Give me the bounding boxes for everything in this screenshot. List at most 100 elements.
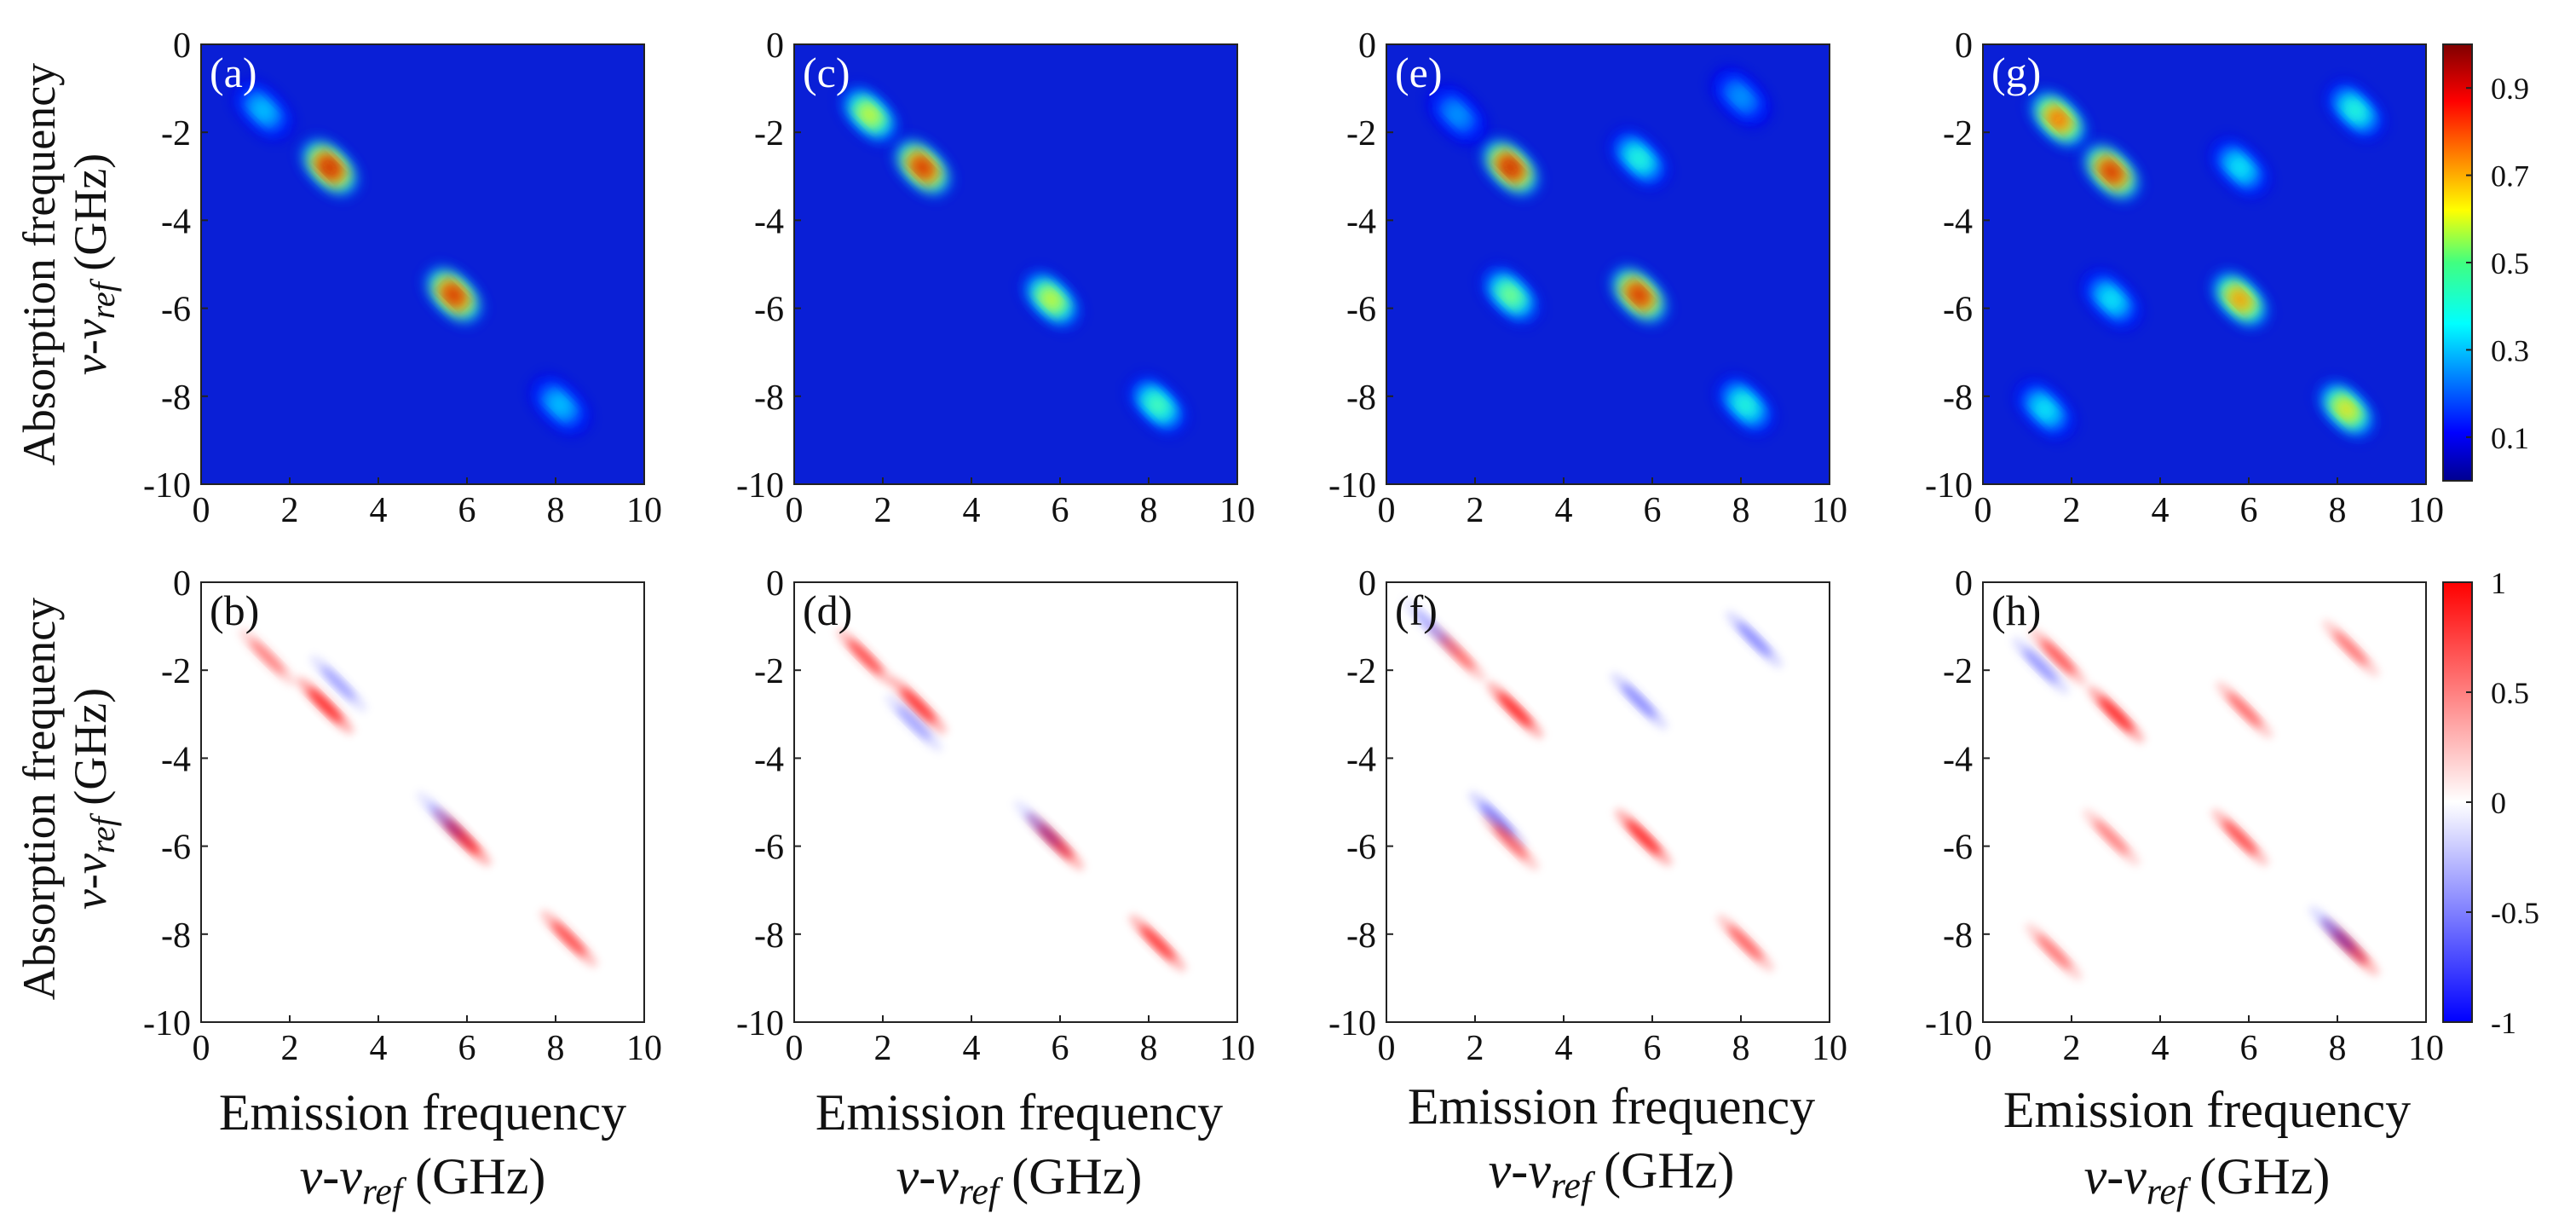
heatmap-peak	[2085, 273, 2138, 326]
heatmap-peak	[2026, 923, 2083, 980]
y-axis-title-top-line2: v-vref (GHz)	[65, 153, 122, 375]
heatmap-peak	[2214, 273, 2266, 326]
y-tick-label: -4	[1346, 740, 1376, 779]
heatmap-peak	[1719, 378, 1772, 431]
x-tick-label: 4	[1555, 491, 1573, 530]
heatmap-peak	[1611, 673, 1668, 730]
x-tick-label: 8	[547, 491, 565, 530]
y-tick-label: -8	[1943, 916, 1973, 956]
y-tick-label: -8	[161, 378, 191, 418]
plot-frame	[1386, 581, 1830, 1023]
x-tick-label: 6	[1644, 491, 1662, 530]
y-tick-label: -8	[754, 378, 784, 418]
x-axis-title-col4-line1: Emission frequency	[2003, 1082, 2411, 1138]
y-tick-label: 0	[1955, 26, 1973, 66]
x-tick-label: 10	[626, 491, 662, 530]
x-tick-label: 8	[1140, 1029, 1158, 1068]
panel-d: 0 2 4 6 8 10 0 -2 -4 -6 -8 -10 (d)	[736, 564, 1255, 1068]
colorbar-tick-label: 0	[2491, 786, 2506, 820]
colorbar-tick-label: -1	[2491, 1006, 2516, 1040]
colorbar-tick-label: -0.5	[2491, 896, 2539, 930]
colorbar-bwr: 1 0.5 0 -0.5 -1	[2442, 566, 2539, 1040]
y-tick-label: -2	[754, 114, 784, 153]
x-tick-label: 10	[1219, 491, 1255, 530]
x-tick-label: 0	[193, 491, 210, 530]
y-tick-label: -6	[1346, 829, 1376, 868]
heatmap-peak	[1484, 269, 1536, 321]
y-tick-label: 0	[1358, 26, 1376, 66]
x-tick-label: 6	[1052, 1029, 1069, 1068]
heatmap-peak	[303, 142, 356, 194]
y-tick-label: -2	[161, 652, 191, 691]
y-tick-label: -10	[1328, 1004, 1376, 1043]
y-tick-label: -6	[161, 291, 191, 330]
y-tick-label: -10	[143, 466, 191, 506]
heatmap-peak	[890, 677, 947, 734]
heatmap-peak	[2322, 620, 2379, 677]
x-tick-label: 8	[1732, 1029, 1750, 1068]
x-tick-label: 2	[1467, 1029, 1484, 1068]
heatmap-peak	[1402, 598, 1460, 655]
x-tick-label: 0	[786, 491, 804, 530]
colorbar-tick-label: 0.5	[2491, 676, 2529, 710]
heatmap-peak	[1615, 809, 1672, 866]
heatmap-peak	[837, 628, 894, 685]
x-tick-label: 8	[1732, 491, 1750, 530]
y-axis-title-top-line1: Absorption frequency	[14, 63, 65, 465]
x-tick-label: 0	[1378, 491, 1396, 530]
heatmap-peak	[1014, 800, 1071, 858]
y-tick-label: -4	[1943, 202, 1973, 241]
y-tick-label: -8	[161, 916, 191, 956]
x-tick-label: 6	[2240, 491, 2258, 530]
y-tick-label: -6	[1346, 291, 1376, 330]
colorbar-tick-label: 0.9	[2491, 72, 2529, 106]
heatmap-peak	[237, 84, 290, 136]
heatmap-peak	[2216, 681, 2273, 738]
colorbar-tick-label: 0.7	[2491, 159, 2529, 194]
x-axis-title-col1-line1: Emission frequency	[219, 1084, 626, 1141]
y-tick-label: -2	[754, 652, 784, 691]
heatmap-peak	[2012, 637, 2069, 695]
x-tick-label: 0	[1974, 1029, 1992, 1068]
y-tick-label: -6	[161, 829, 191, 868]
plot-frame	[793, 43, 1238, 485]
x-tick-label: 10	[1812, 491, 1847, 530]
y-tick-label: 0	[766, 26, 784, 66]
x-tick-label: 4	[963, 1029, 981, 1068]
x-tick-label: 4	[2152, 1029, 2170, 1068]
x-tick-label: 0	[1378, 1029, 1396, 1068]
y-tick-label: -4	[754, 740, 784, 779]
x-tick-label: 2	[1467, 491, 1484, 530]
x-tick-label: 8	[547, 1029, 565, 1068]
y-tick-label: -2	[161, 114, 191, 153]
y-tick-label: 0	[173, 26, 191, 66]
y-tick-label: -4	[754, 202, 784, 241]
y-tick-label: -8	[1943, 378, 1973, 418]
y-axis-title-bottom-line2: v-vref (GHz)	[65, 688, 122, 910]
heatmap-peak	[2030, 628, 2087, 685]
panel-f: 0 2 4 6 8 10 0 -2 -4 -6 -8 -10 (f)	[1328, 564, 1847, 1068]
heatmap-peak	[310, 655, 367, 712]
x-tick-label: 0	[193, 1029, 210, 1068]
x-axis-title-col1-line2: v-vref (GHz)	[300, 1148, 546, 1212]
y-tick-label: -4	[161, 740, 191, 779]
heatmap-peak	[428, 269, 480, 321]
heatmap-peak	[2214, 142, 2266, 194]
heatmap-peak	[540, 910, 597, 968]
x-axis-title-col4-line2: v-vref (GHz)	[2084, 1148, 2331, 1212]
x-tick-label: 4	[1555, 1029, 1573, 1068]
heatmap-peak	[2320, 383, 2372, 436]
y-tick-label: -6	[1943, 829, 1973, 868]
panel-label: (a)	[210, 49, 257, 96]
x-tick-label: 10	[1812, 1029, 1847, 1068]
colorbar-tick-label: 1	[2491, 566, 2506, 600]
y-tick-label: -6	[1943, 291, 1973, 330]
panel-label: (e)	[1395, 49, 1443, 96]
y-tick-label: 0	[1955, 564, 1973, 604]
heatmap-peak	[885, 694, 942, 752]
y-tick-label: 0	[766, 564, 784, 604]
x-tick-label: 4	[963, 491, 981, 530]
panel-g: 0 2 4 6 8 10 0 -2 -4 -6 -8 -10 (g)	[1925, 26, 2444, 530]
plot-frame	[1982, 43, 2427, 485]
